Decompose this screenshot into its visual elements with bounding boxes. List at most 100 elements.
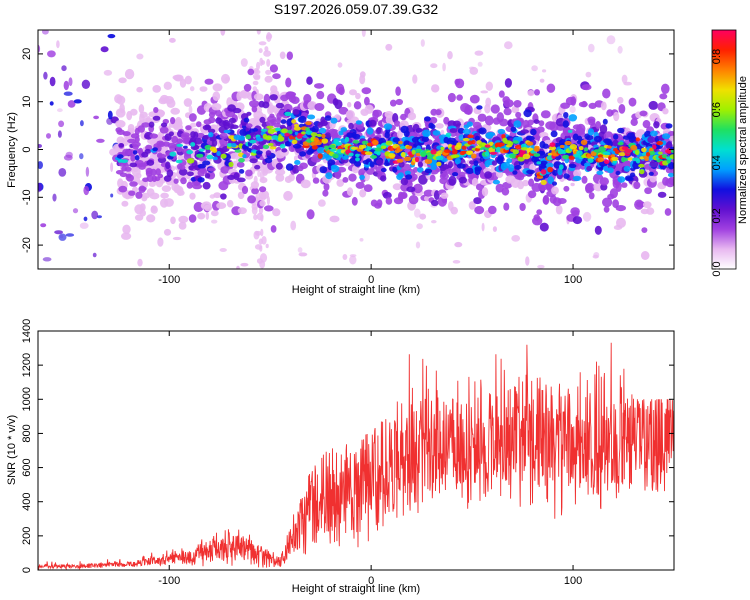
spectrogram-ridge-cell (181, 132, 191, 138)
spectrogram-ridge-cell (245, 169, 253, 177)
spectrogram-cell (492, 226, 497, 233)
spectrogram-ridge-cell (549, 142, 556, 147)
spectrogram-ridge-cell (336, 179, 345, 187)
spectrogram-ridge-cell (280, 119, 287, 124)
spectrogram-cell (258, 41, 267, 46)
spectrogram-ridge-cell (294, 160, 301, 165)
spectrogram-ridge-cell (504, 78, 512, 88)
spectrogram-ridge-cell (624, 148, 633, 154)
spectrogram-ridge-cell (355, 92, 361, 100)
spectrogram-cell (290, 220, 297, 231)
spectrogram-ridge-cell (232, 160, 239, 169)
spectrogram-ridge-cell (343, 154, 349, 160)
spectrogram-ridge-cell (173, 178, 179, 184)
spectrogram-ridge-cell (488, 141, 494, 146)
spectrogram-ridge-cell (641, 227, 648, 234)
spectrogram-cell (256, 61, 260, 71)
spectrogram-cell (570, 182, 575, 187)
spectrogram-ridge-cell (458, 176, 467, 184)
spectrogram-ridge-cell (286, 51, 293, 60)
spectrogram-ridge-cell (610, 154, 615, 158)
spectrogram-cell (252, 80, 259, 86)
spectrogram-ridge-cell (520, 147, 529, 151)
y-tick-label: 200 (21, 527, 33, 545)
spectrogram-ridge-cell (233, 172, 240, 180)
spectrogram-ridge-cell (471, 139, 476, 145)
spectrogram-ridge-cell (121, 200, 129, 207)
spectrogram-ridge-cell (474, 135, 480, 142)
spectrogram-cell (189, 86, 195, 92)
spectrogram-ridge-cell (198, 156, 207, 162)
spectrogram-ridge-cell (656, 141, 663, 146)
spectrogram-ridge-cell (293, 126, 301, 131)
spectrogram-cell (58, 233, 67, 241)
spectrogram-ridge-cell (464, 104, 473, 115)
spectrogram-ridge-cell (361, 140, 369, 145)
spectrogram-ridge-cell (364, 151, 373, 155)
spectrogram-ridge-cell (122, 224, 131, 235)
spectrogram-ridge-cell (130, 108, 138, 116)
spectrogram-cell (440, 129, 445, 136)
spectrogram-ridge-cell (638, 163, 645, 168)
spectrogram-ridge-cell (115, 108, 126, 118)
spectrogram-ridge-cell (486, 132, 496, 137)
spectrogram-ridge-cell (176, 138, 183, 144)
spectrogram-ridge-cell (211, 103, 222, 111)
snr-x-label: Height of straight line (km) (292, 583, 420, 595)
spectrogram-ridge-cell (212, 156, 218, 161)
spectrogram-ridge-cell (301, 131, 306, 135)
spectrogram-ridge-cell (641, 147, 647, 153)
spectrogram-ridge-cell (277, 136, 285, 142)
spectrogram-ridge-cell (205, 148, 211, 154)
spectrogram-ridge-cell (310, 132, 318, 137)
spectrogram-ridge-cell (636, 158, 641, 164)
spectrogram-ridge-cell (546, 83, 556, 93)
spectrogram-ridge-cell (534, 131, 542, 140)
spectrogram-ridge-cell (290, 96, 300, 104)
spectrogram-ridge-cell (411, 173, 418, 181)
spectrogram-ridge-cell (424, 116, 431, 122)
spectrogram-ridge-cell (509, 153, 517, 159)
spectrogram-ridge-cell (369, 161, 375, 168)
spectrogram-ridge-cell (668, 176, 674, 186)
spectrogram-ridge-cell (392, 183, 402, 191)
spectrogram-ridge-cell (669, 154, 674, 159)
spectrogram-cell (259, 57, 264, 67)
y-tick-label: 0 (21, 567, 33, 573)
spectrogram-ridge-cell (630, 145, 638, 151)
spectrogram-ridge-cell (249, 158, 258, 164)
spectrogram-ridge-cell (169, 151, 177, 157)
spectrogram-cell (83, 185, 90, 196)
spectrogram-ridge-cell (650, 130, 658, 137)
spectrogram-ridge-cell (538, 120, 545, 127)
spectrogram-ridge-cell (292, 109, 300, 115)
spectrogram-ridge-cell (548, 145, 557, 151)
spectrogram-ridge-cell (615, 181, 622, 192)
spectrogram-ridge-cell (348, 152, 354, 157)
spectrogram-ridge-cell (417, 161, 423, 168)
spectrogram-ridge-cell (157, 153, 167, 159)
spectrogram-ridge-cell (159, 126, 169, 134)
spectrogram-ridge-cell (355, 181, 365, 189)
spectrogram-ridge-cell (468, 201, 476, 210)
spectrogram-ridge-cell (236, 177, 246, 183)
spectrogram-ridge-cell (466, 121, 473, 127)
spectrogram-ridge-cell (596, 170, 604, 175)
spectrogram-ridge-cell (247, 195, 256, 204)
spectrogram-ridge-cell (667, 172, 674, 178)
spectrogram-ridge-cell (179, 78, 187, 88)
spectrogram-ridge-cell (615, 205, 626, 212)
spectrogram-ridge-cell (283, 190, 293, 201)
spectrogram-ridge-cell (275, 117, 282, 125)
spectrogram-cell (422, 58, 431, 62)
spectrogram-ridge-cell (314, 83, 325, 89)
spectrogram-ridge-cell (380, 175, 387, 182)
spectrogram-ridge-cell (118, 143, 125, 148)
spectrogram-ridge-cell (307, 101, 317, 111)
spectrogram-ridge-cell (274, 168, 286, 176)
spectrogram-ridge-cell (474, 147, 480, 152)
spectrogram-ridge-cell (249, 100, 260, 108)
spectrogram-ridge-cell (514, 165, 522, 170)
